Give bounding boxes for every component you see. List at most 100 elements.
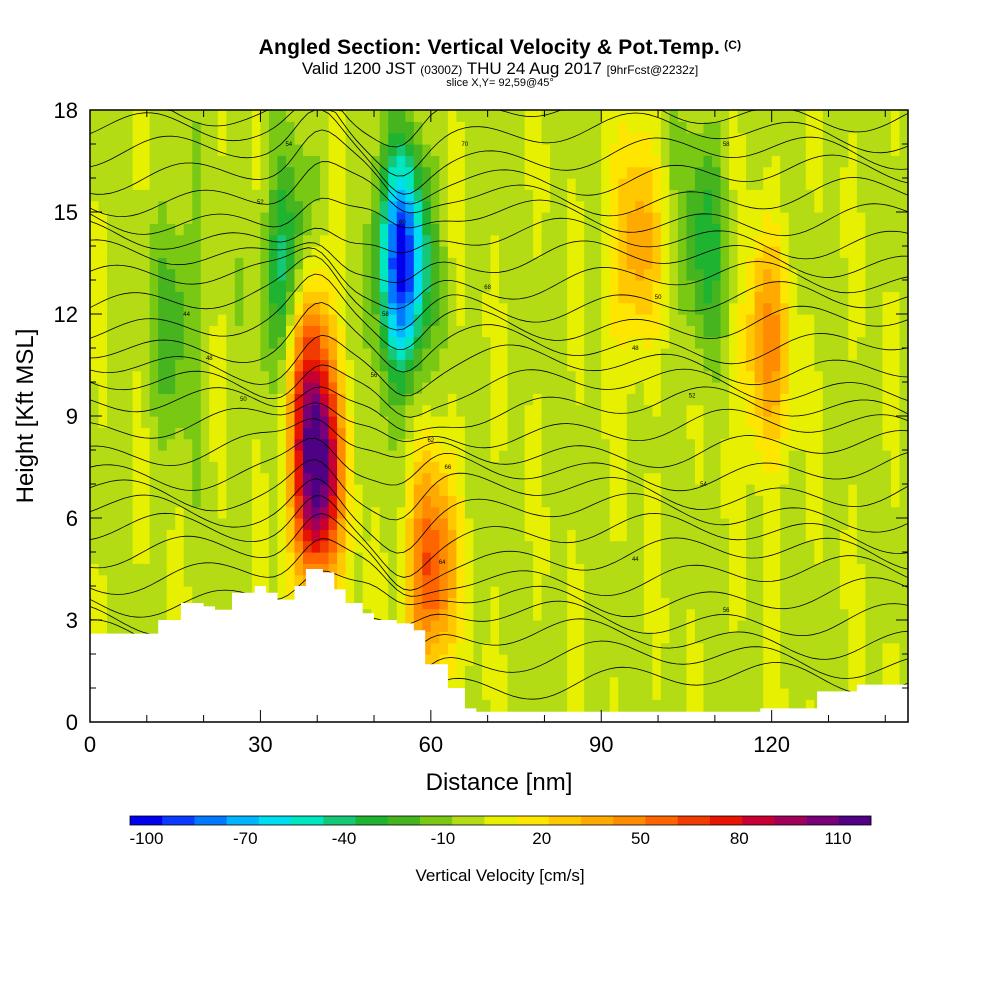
velocity-cell xyxy=(294,427,304,440)
velocity-cell xyxy=(311,234,321,247)
velocity-cell xyxy=(107,314,117,326)
velocity-cell xyxy=(618,529,628,542)
velocity-cell xyxy=(124,336,134,349)
velocity-cell xyxy=(703,223,713,236)
velocity-cell xyxy=(311,302,321,315)
velocity-cell xyxy=(260,518,270,530)
velocity-cell xyxy=(831,518,841,530)
velocity-cell xyxy=(149,586,159,598)
velocity-cell xyxy=(430,518,440,530)
velocity-cell xyxy=(694,110,705,122)
velocity-cell xyxy=(481,563,492,576)
velocity-cell xyxy=(541,246,551,258)
velocity-cell xyxy=(243,257,253,270)
velocity-cell xyxy=(294,552,304,564)
velocity-cell xyxy=(166,178,176,190)
velocity-cell xyxy=(362,586,372,598)
velocity-cell xyxy=(422,620,432,632)
chart-subtitle: Valid 1200 JST (0300Z) THU 24 Aug 2017 [… xyxy=(301,59,699,78)
velocity-cell xyxy=(243,540,253,553)
velocity-cell xyxy=(618,200,628,213)
velocity-cell xyxy=(115,257,125,270)
velocity-cell xyxy=(499,348,509,360)
velocity-cell xyxy=(720,314,730,326)
velocity-cell xyxy=(149,212,159,224)
velocity-cell xyxy=(737,257,747,270)
velocity-cell xyxy=(652,495,662,508)
velocity-cell xyxy=(490,699,500,712)
velocity-cell xyxy=(422,280,432,292)
velocity-cell xyxy=(405,268,415,281)
velocity-cell xyxy=(98,246,108,258)
velocity-cell xyxy=(856,416,866,428)
velocity-cell xyxy=(618,223,628,236)
velocity-cell xyxy=(217,529,227,542)
velocity-cell xyxy=(507,631,517,644)
velocity-cell xyxy=(124,586,134,598)
velocity-cell xyxy=(643,676,653,689)
velocity-cell xyxy=(158,608,168,621)
velocity-cell xyxy=(320,416,330,428)
velocity-cell xyxy=(456,336,466,349)
velocity-cell xyxy=(166,121,176,134)
velocity-cell xyxy=(447,563,457,576)
velocity-cell xyxy=(464,234,475,247)
velocity-cell xyxy=(746,427,756,440)
velocity-cell xyxy=(413,574,423,587)
velocity-cell xyxy=(481,506,492,519)
velocity-cell xyxy=(183,166,193,179)
velocity-cell xyxy=(217,121,227,134)
velocity-cell xyxy=(771,450,781,462)
velocity-cell xyxy=(507,359,517,372)
velocity-cell xyxy=(694,325,705,338)
velocity-cell xyxy=(746,336,756,349)
velocity-cell xyxy=(337,200,347,213)
velocity-cell xyxy=(243,155,253,168)
velocity-cell xyxy=(405,529,415,542)
velocity-cell xyxy=(550,144,560,156)
velocity-cell xyxy=(703,461,713,474)
velocity-cell xyxy=(643,291,653,304)
velocity-cell xyxy=(388,291,398,304)
velocity-cell xyxy=(712,393,722,406)
velocity-cell xyxy=(635,234,645,247)
velocity-cell xyxy=(98,450,108,462)
velocity-cell xyxy=(303,336,313,349)
velocity-cell xyxy=(328,132,338,145)
velocity-cell xyxy=(141,450,151,462)
velocity-cell xyxy=(797,529,807,542)
velocity-cell xyxy=(754,155,764,168)
velocity-cell xyxy=(447,484,457,496)
velocity-cell xyxy=(337,223,347,236)
velocity-cell xyxy=(780,325,790,338)
velocity-cell xyxy=(422,348,432,360)
velocity-cell xyxy=(209,586,219,598)
velocity-cell xyxy=(831,676,841,689)
velocity-cell xyxy=(388,540,398,553)
velocity-cell xyxy=(873,574,884,587)
velocity-cell xyxy=(388,404,398,417)
velocity-cell xyxy=(652,438,662,451)
velocity-cell xyxy=(337,257,347,270)
velocity-cell xyxy=(763,382,773,394)
velocity-cell xyxy=(856,393,866,406)
velocity-cell xyxy=(183,427,193,440)
velocity-cell xyxy=(516,325,526,338)
velocity-cell xyxy=(848,438,858,451)
velocity-cell xyxy=(149,370,159,383)
velocity-cell xyxy=(660,608,671,621)
velocity-cell xyxy=(294,200,304,213)
velocity-cell xyxy=(541,461,551,474)
velocity-cell xyxy=(405,314,415,326)
velocity-cell xyxy=(362,110,372,122)
velocity-cell xyxy=(703,359,713,372)
velocity-cell xyxy=(516,552,526,564)
velocity-cell xyxy=(209,144,219,156)
velocity-cell xyxy=(601,450,611,462)
velocity-cell xyxy=(303,234,313,247)
velocity-cell xyxy=(771,586,781,598)
velocity-cell xyxy=(251,189,262,202)
velocity-cell xyxy=(413,246,423,258)
velocity-cell xyxy=(166,427,176,440)
velocity-cell xyxy=(294,404,304,417)
